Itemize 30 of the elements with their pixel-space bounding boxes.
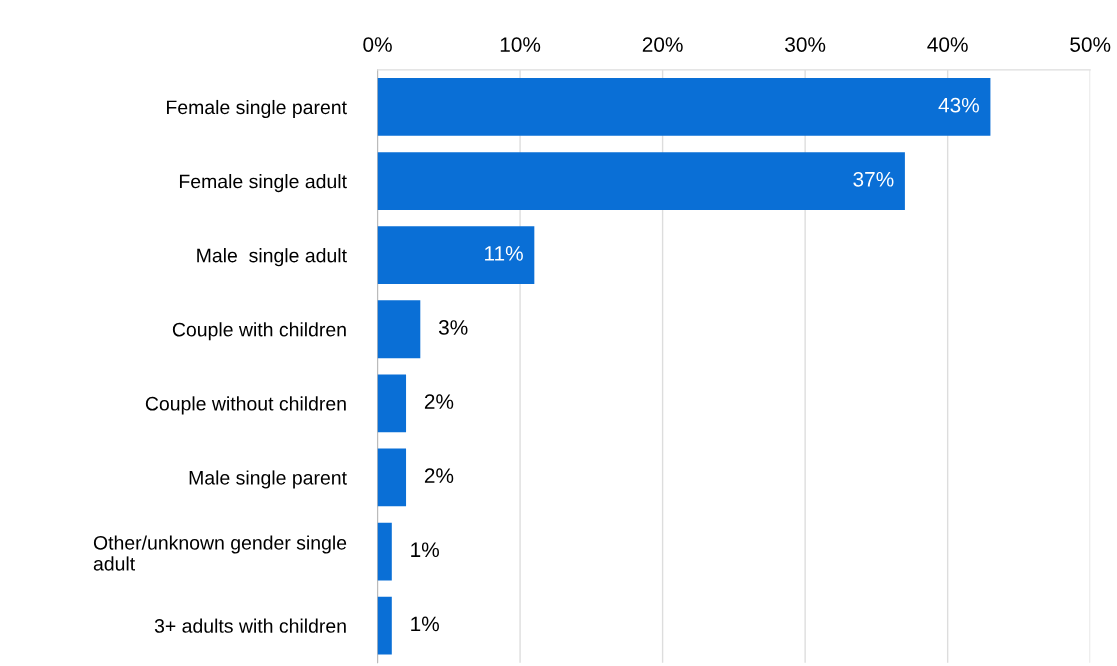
bar: [377, 448, 407, 507]
x-tick-label: 40%: [927, 37, 968, 52]
data-label: 1%: [411, 542, 439, 558]
data-label: 2%: [424, 394, 454, 409]
bar: [377, 596, 392, 655]
data-label: 37%: [853, 171, 894, 187]
x-tick-label: 50%: [1070, 37, 1111, 52]
data-label: 11%: [485, 246, 523, 261]
bar: [377, 522, 392, 581]
y-tick-label: Couple without children: [145, 396, 346, 415]
y-tick-label: Female single parent: [167, 99, 347, 119]
x-tick-label: 20%: [642, 37, 683, 52]
bar: [377, 152, 905, 210]
data-label: 2%: [424, 468, 454, 483]
data-label: 3%: [438, 320, 468, 335]
data-label: 1%: [411, 616, 439, 632]
bar: [377, 226, 535, 285]
data-label: 43%: [938, 97, 979, 113]
y-tick-label: Other/unknown gender single adult: [93, 535, 347, 571]
y-tick-label: 3+ adults with children: [154, 618, 346, 633]
y-tick-label: Male single adult: [197, 248, 347, 267]
y-tick-label: Female single adult: [179, 174, 347, 193]
x-tick-label: 10%: [500, 37, 541, 52]
bar: [377, 78, 991, 136]
bar: [377, 300, 421, 359]
bar: [377, 374, 407, 433]
y-tick-label: Couple with children: [172, 322, 346, 341]
x-tick-label: 0%: [363, 37, 392, 52]
y-tick-label: Male single parent: [189, 470, 347, 489]
x-tick-label: 30%: [785, 37, 826, 52]
